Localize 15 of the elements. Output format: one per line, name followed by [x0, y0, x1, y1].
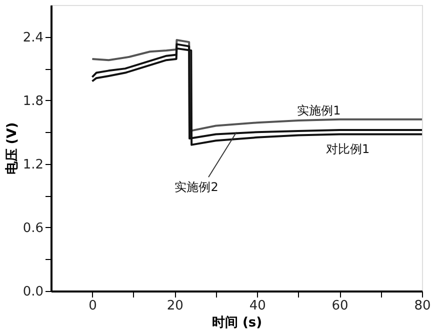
y-tick-label: 0.0	[22, 284, 44, 300]
y-tick-label: 1.8	[22, 94, 44, 109]
annotation: 实施例2	[174, 180, 218, 194]
annotation: 对比例1	[326, 142, 370, 156]
y-tick-label: 0.6	[22, 220, 44, 236]
x-tick-label: 80	[414, 298, 431, 314]
x-axis-title: 时间 (s)	[212, 316, 262, 330]
y-tick-label: 2.4	[22, 30, 44, 46]
x-tick-label: 20	[166, 298, 184, 314]
x-tick-label: 40	[249, 298, 266, 314]
y-axis-title: 电压 (V)	[4, 122, 20, 175]
x-tick-label: 0	[88, 298, 97, 314]
y-tick-label: 1.2	[22, 157, 44, 172]
x-tick-label: 60	[332, 298, 348, 314]
annotation: 实施例1	[297, 103, 341, 118]
